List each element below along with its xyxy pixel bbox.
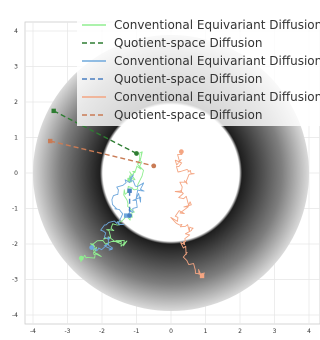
y-tick-label: -2	[12, 241, 18, 248]
y-tick-label: -4	[12, 312, 18, 319]
legend-item: Quotient-space Diffusion	[82, 36, 262, 50]
end-marker	[151, 163, 157, 169]
series-4	[127, 188, 132, 219]
trajectory-line	[80, 151, 144, 263]
x-tick-label: -4	[30, 328, 36, 335]
x-tick-label: 2	[238, 328, 242, 335]
start-marker	[199, 273, 205, 279]
start-marker	[51, 108, 56, 114]
end-marker	[134, 151, 139, 156]
legend: Conventional Equivariant Diffusion Quotie…	[77, 12, 320, 126]
x-tick-label: -2	[99, 328, 105, 335]
start-marker	[48, 138, 53, 144]
y-tick-label: 4	[14, 28, 18, 35]
legend-item: Quotient-space Diffusion	[82, 108, 262, 122]
y-tick-label: 1	[14, 135, 18, 142]
series-layer	[48, 108, 205, 279]
end-marker	[178, 149, 184, 155]
series-6	[48, 138, 157, 169]
trajectory-line	[91, 174, 145, 252]
trajectory-line	[170, 151, 205, 275]
x-tick-label: 3	[273, 328, 277, 335]
series-5	[170, 149, 205, 279]
y-tick-label: 0	[14, 170, 18, 177]
legend-item: Conventional Equivariant Diffusion	[82, 54, 320, 68]
y-tick-label: -1	[12, 206, 18, 213]
legend-box	[77, 12, 320, 126]
legend-item: Conventional Equivariant Diffusion	[82, 18, 320, 32]
y-tick-label: 3	[14, 64, 18, 71]
series-2	[51, 108, 139, 156]
legend-label: Quotient-space Diffusion	[114, 72, 262, 86]
x-tick-label: -1	[134, 328, 140, 335]
series-3	[89, 174, 145, 252]
legend-label: Quotient-space Diffusion	[114, 108, 262, 122]
start-marker	[123, 213, 129, 218]
series-1	[78, 151, 144, 263]
legend-item: Conventional Equivariant Diffusion	[82, 90, 320, 104]
x-tick-label: 0	[169, 328, 173, 335]
x-tick-label: -3	[65, 328, 71, 335]
x-tick-label: 1	[204, 328, 208, 335]
start-marker	[127, 177, 132, 183]
y-tick-label: -3	[12, 277, 18, 284]
tick-labels: -4 -3 -2 -1 0 1 2 3 4 4 3 2 1 0 -1 -2 -3 -4	[12, 28, 311, 335]
end-marker	[78, 255, 84, 261]
trajectory-line	[50, 140, 154, 167]
end-marker	[127, 213, 132, 219]
start-marker	[127, 188, 132, 193]
legend-item: Quotient-space Diffusion	[82, 72, 262, 86]
end-marker	[89, 245, 95, 250]
legend-label: Conventional Equivariant Diffusion	[114, 54, 320, 68]
x-tick-label: 4	[307, 328, 311, 335]
y-tick-label: 2	[14, 99, 18, 106]
legend-label: Conventional Equivariant Diffusion	[114, 18, 320, 32]
legend-label: Quotient-space Diffusion	[114, 36, 262, 50]
legend-label: Conventional Equivariant Diffusion	[114, 90, 320, 104]
